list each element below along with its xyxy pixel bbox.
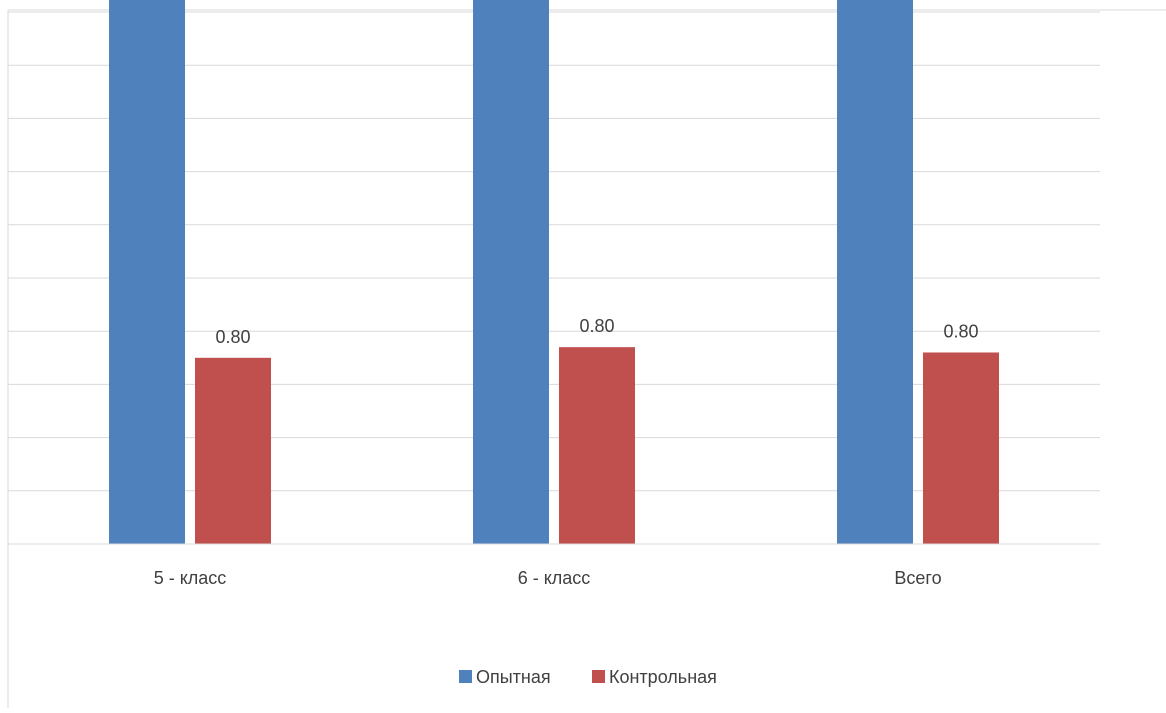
data-label: 0.80 bbox=[579, 316, 614, 336]
bars bbox=[109, 0, 999, 545]
data-labels: 1.150.801.150.801.150.80 bbox=[215, 316, 978, 347]
legend-swatch bbox=[459, 670, 472, 683]
data-label: 0.80 bbox=[215, 327, 250, 347]
bar-series-2-2 bbox=[923, 352, 999, 544]
x-tick-labels: 5 - класс 6 - класс Всего bbox=[154, 568, 942, 588]
x-tick-label: Всего bbox=[894, 568, 941, 588]
bar-series-1-1 bbox=[473, 0, 549, 544]
x-tick-label: 6 - класс bbox=[518, 568, 591, 588]
legend-label: Опытная bbox=[476, 667, 551, 687]
bar-series-1-2 bbox=[837, 0, 913, 544]
legend: Опытная Контрольная bbox=[459, 667, 717, 687]
bar-series-2-0 bbox=[195, 357, 271, 544]
gridlines bbox=[8, 11, 1100, 492]
bar-series-1-0 bbox=[109, 0, 185, 545]
x-tick-label: 5 - класс bbox=[154, 568, 227, 588]
legend-swatch bbox=[592, 670, 605, 683]
legend-label: Контрольная bbox=[609, 667, 717, 687]
bar-series-2-1 bbox=[559, 347, 635, 544]
data-label: 0.80 bbox=[943, 321, 978, 341]
